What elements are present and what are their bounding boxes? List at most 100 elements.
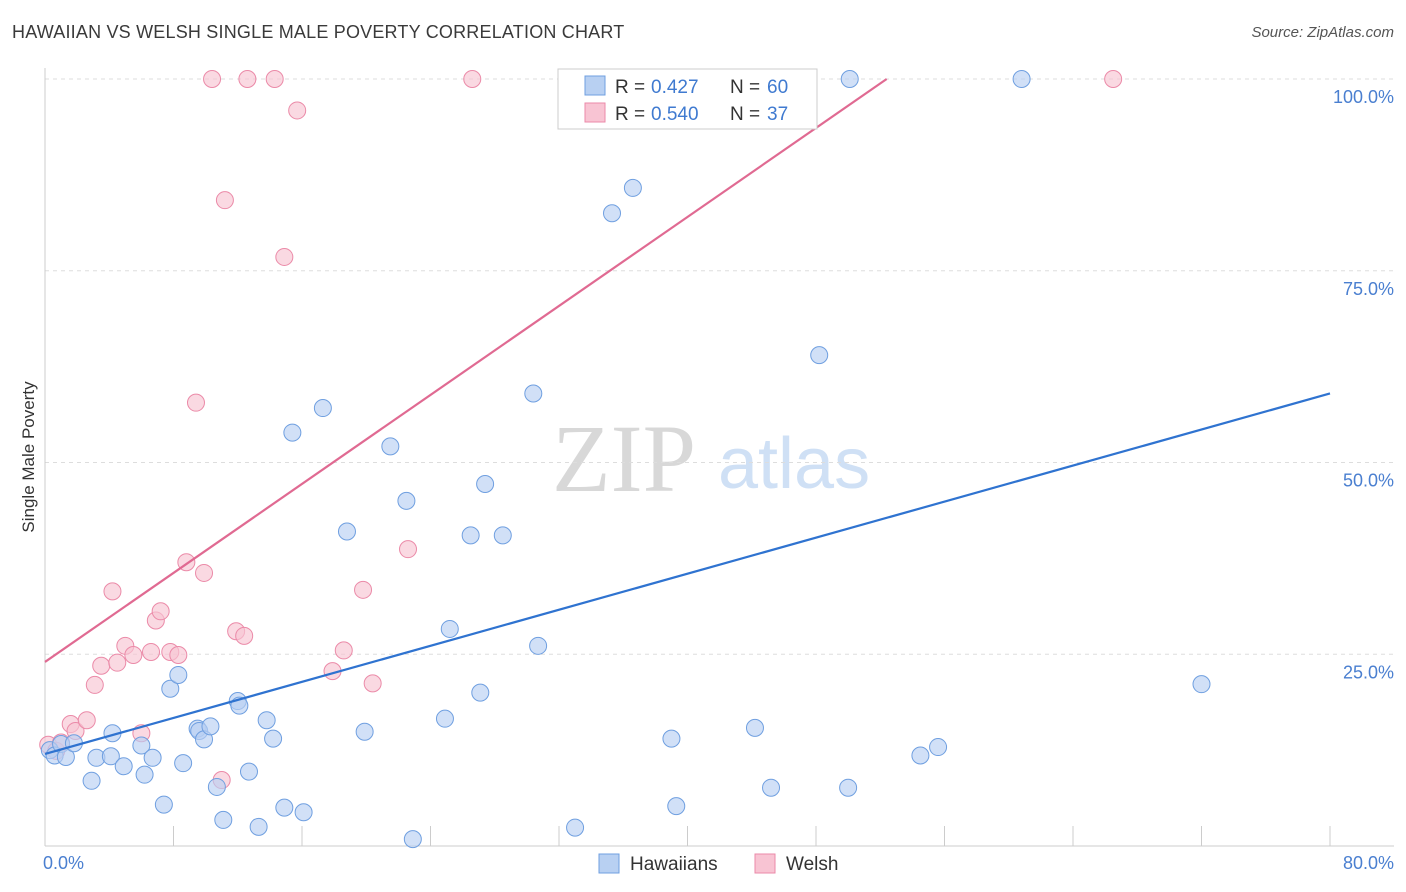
data-point-welsh (203, 70, 222, 88)
data-point-hawaiians (476, 474, 495, 493)
data-point-welsh (238, 70, 257, 88)
data-point-welsh (92, 656, 111, 675)
bottom-legend: Hawaiians Welsh (598, 853, 838, 875)
data-point-hawaiians (840, 70, 859, 88)
y-tick-labels: 25.0% 50.0% 75.0% 100.0% (1333, 87, 1394, 682)
data-point-hawaiians (810, 346, 829, 365)
data-point-hawaiians (207, 777, 226, 796)
data-point-hawaiians (929, 738, 948, 757)
data-point-welsh (288, 101, 307, 120)
data-point-hawaiians (264, 729, 283, 748)
data-point-welsh (1104, 70, 1123, 88)
bottom-legend-swatch-welsh (754, 853, 776, 874)
x-tick-label-min: 0.0% (43, 853, 84, 873)
legend-n-label-hawaiians: N = (730, 77, 760, 98)
legend-n-value-welsh: 37 (767, 104, 788, 125)
bottom-legend-label-hawaiians: Hawaiians (630, 854, 718, 875)
y-tick-label-100: 100.0% (1333, 87, 1394, 107)
x-tick-label-max: 80.0% (1343, 853, 1394, 873)
data-point-hawaiians (135, 765, 154, 784)
data-point-welsh (186, 393, 205, 412)
data-point-hawaiians (524, 384, 543, 403)
data-point-hawaiians (132, 736, 151, 755)
data-point-welsh (215, 191, 234, 210)
trendlines (44, 78, 1331, 756)
data-point-hawaiians (214, 810, 233, 829)
data-point-welsh (275, 247, 294, 266)
data-point-welsh (169, 646, 188, 665)
legend-n-value-hawaiians: 60 (767, 77, 788, 98)
data-point-hawaiians (762, 778, 781, 797)
data-point-hawaiians (201, 717, 220, 736)
data-point-hawaiians (161, 679, 180, 698)
data-point-welsh (399, 540, 418, 559)
legend-swatch-hawaiians (584, 75, 606, 96)
data-point-hawaiians (471, 683, 490, 702)
data-point-hawaiians (355, 722, 374, 741)
data-point-welsh (363, 674, 382, 693)
trendline-hawaiians (44, 392, 1331, 756)
data-point-hawaiians (283, 423, 302, 442)
watermark-zip: ZIP (552, 405, 696, 512)
top-legend: R = 0.427 N = 60 R = 0.540 N = 37 (557, 68, 818, 130)
data-point-welsh (85, 675, 104, 694)
data-point-hawaiians (114, 757, 133, 776)
data-point-welsh (151, 602, 170, 621)
data-point-hawaiians (275, 798, 294, 817)
data-point-welsh (124, 646, 143, 665)
data-point-hawaiians (337, 522, 356, 541)
data-point-hawaiians (313, 399, 332, 418)
axes (44, 68, 1394, 847)
y-tick-label-75: 75.0% (1343, 279, 1394, 299)
y-axis-label: Single Male Poverty (19, 381, 38, 533)
y-tick-label-50: 50.0% (1343, 471, 1394, 491)
data-point-welsh (103, 582, 122, 601)
data-point-hawaiians (101, 747, 120, 766)
data-point-welsh (463, 70, 482, 88)
legend-r-value-hawaiians: 0.427 (651, 77, 699, 98)
data-point-welsh (235, 626, 254, 645)
data-point-welsh (142, 642, 161, 661)
data-point-welsh (354, 580, 373, 599)
data-point-welsh (265, 70, 284, 88)
data-point-hawaiians (566, 818, 585, 837)
y-tick-label-25: 25.0% (1343, 662, 1394, 682)
data-point-hawaiians (249, 817, 268, 836)
data-point-hawaiians (169, 665, 188, 684)
data-point-hawaiians (435, 709, 454, 728)
data-point-hawaiians (440, 619, 459, 638)
bottom-legend-label-welsh: Welsh (786, 854, 838, 875)
data-point-hawaiians (174, 754, 193, 773)
data-point-hawaiians (493, 526, 512, 545)
data-point-hawaiians (529, 636, 548, 655)
data-point-hawaiians (381, 437, 400, 456)
legend-r-label-hawaiians: R = (615, 77, 645, 98)
data-point-hawaiians (397, 491, 416, 510)
data-point-hawaiians (403, 830, 422, 849)
data-point-welsh (334, 641, 353, 660)
legend-r-label-welsh: R = (615, 104, 645, 125)
data-point-welsh (77, 711, 96, 730)
data-point-hawaiians (623, 178, 642, 197)
data-point-hawaiians (1192, 675, 1211, 694)
data-point-hawaiians (667, 797, 686, 816)
data-point-hawaiians (603, 204, 622, 223)
legend-r-value-welsh: 0.540 (651, 104, 699, 125)
data-point-hawaiians (662, 729, 681, 748)
data-point-hawaiians (239, 762, 258, 781)
data-point-hawaiians (82, 771, 101, 790)
data-point-hawaiians (294, 803, 313, 822)
bottom-legend-swatch-hawaiians (598, 853, 620, 874)
data-point-hawaiians (257, 711, 276, 730)
data-point-welsh (195, 563, 214, 582)
data-point-hawaiians (745, 718, 764, 737)
data-point-hawaiians (143, 748, 162, 767)
gridlines (45, 78, 1394, 655)
data-point-hawaiians (461, 526, 480, 545)
data-point-welsh (108, 653, 127, 672)
chart-title: HAWAIIAN VS WELSH SINGLE MALE POVERTY CO… (12, 22, 625, 42)
watermark-atlas: atlas (718, 424, 870, 504)
data-point-hawaiians (839, 778, 858, 797)
legend-n-label-welsh: N = (730, 104, 760, 125)
